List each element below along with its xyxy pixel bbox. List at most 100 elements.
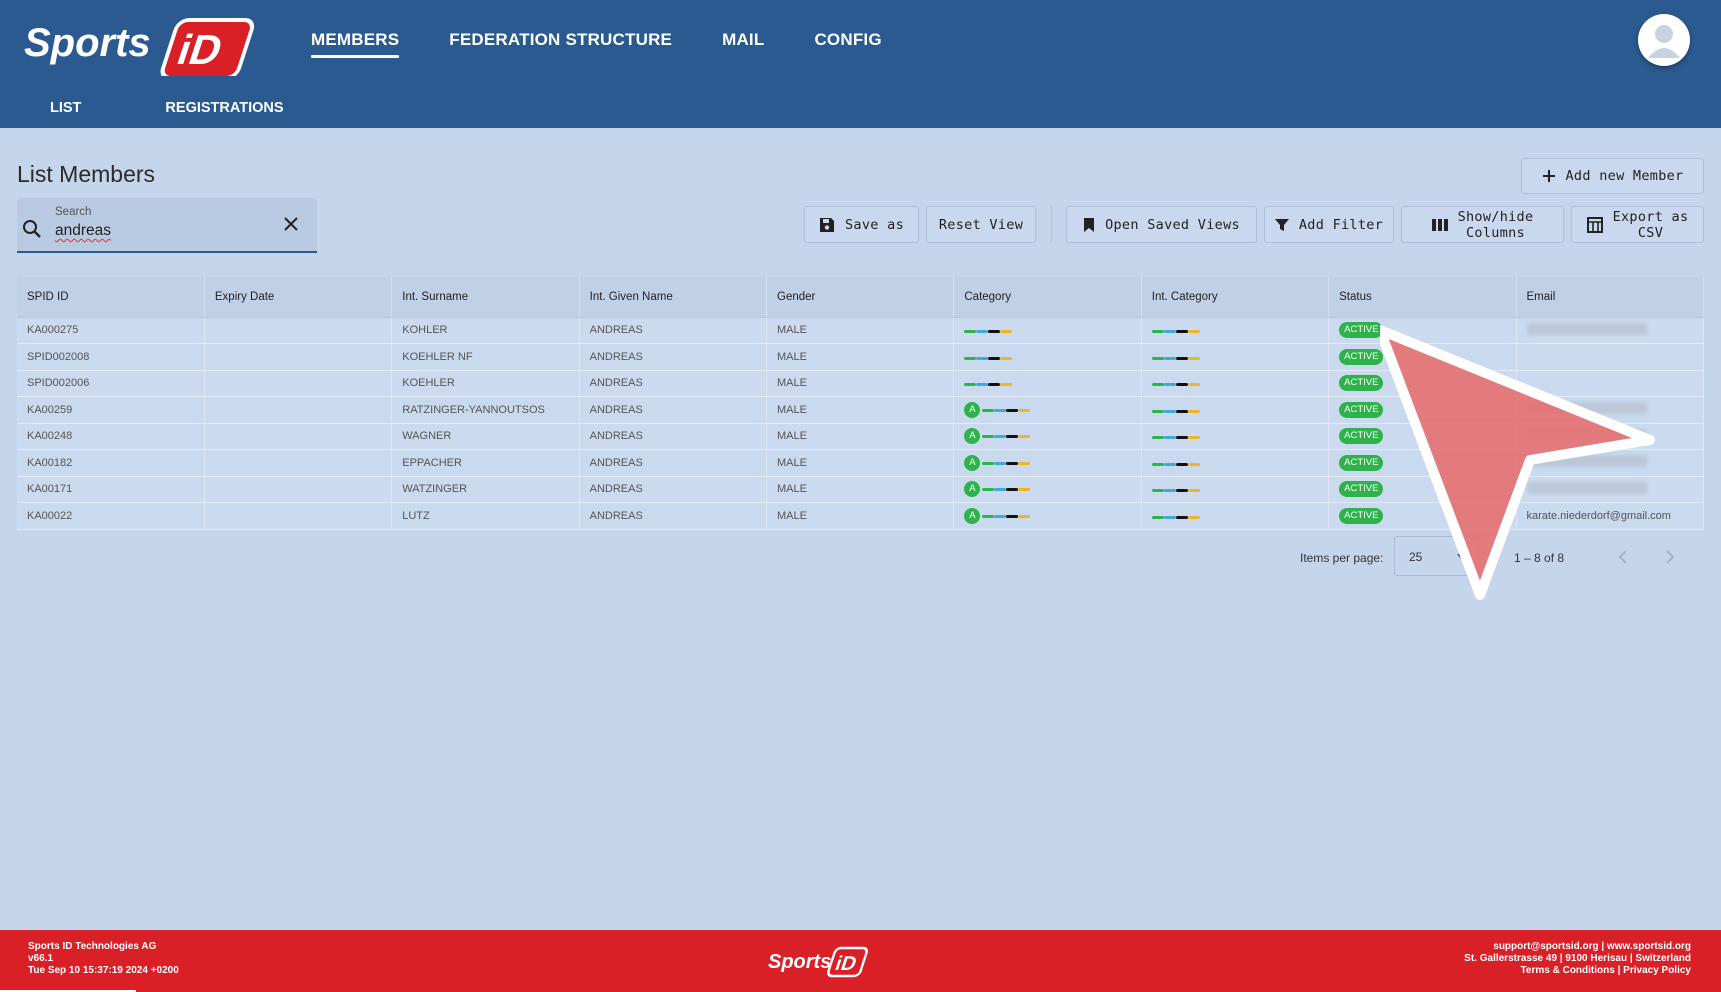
svg-text:iD: iD: [832, 952, 859, 974]
items-per-page-value: 25: [1409, 550, 1423, 564]
col-int-given-name[interactable]: Int. Given Name: [579, 277, 768, 318]
redacted-email: [1526, 402, 1647, 415]
redacted-email: [1526, 455, 1647, 468]
footer-build-date: Tue Sep 10 15:37:19 2024 +0200: [28, 965, 179, 976]
cell-int-surname: EPPACHER: [391, 449, 580, 477]
nav-config[interactable]: CONFIG: [814, 30, 882, 49]
search-input[interactable]: andreas: [55, 222, 112, 239]
cell-spid-id: KA00182: [17, 449, 205, 477]
table-row[interactable]: KA00182 EPPACHER ANDREAS MALE A ACTIVE: [17, 449, 1704, 477]
table-row[interactable]: KA00022 LUTZ ANDREAS MALE A ACTIVE karate.nied…: [17, 502, 1704, 530]
col-email[interactable]: Email: [1516, 277, 1704, 318]
cell-email: [1516, 370, 1704, 397]
save-as-label: Save as: [845, 216, 904, 233]
col-status[interactable]: Status: [1328, 277, 1517, 318]
user-avatar[interactable]: [1638, 14, 1690, 66]
status-badge: ACTIVE: [1339, 428, 1384, 445]
table-header-row: SPID ID Expiry Date Int. Surname Int. Gi…: [17, 277, 1704, 318]
table-row[interactable]: KA00259 RATZINGER-YANNOUTSOS ANDREAS MALE A A…: [17, 396, 1704, 424]
cell-category: A: [953, 396, 1142, 424]
footer-company: Sports ID Technologies AG: [28, 941, 157, 952]
int-category-color-bar: [1151, 409, 1200, 413]
status-badge: ACTIVE: [1339, 507, 1384, 524]
export-csv-button[interactable]: Export as CSV: [1571, 206, 1704, 243]
save-icon: [820, 217, 834, 232]
save-as-button[interactable]: Save as: [804, 206, 919, 243]
previous-page-icon[interactable]: [1618, 550, 1628, 564]
cell-int-category: [1141, 476, 1330, 503]
cell-email: [1516, 343, 1704, 371]
cell-status: ACTIVE: [1328, 449, 1517, 477]
footer-underline: [0, 990, 136, 992]
nav-mail[interactable]: MAIL: [722, 30, 765, 49]
app-footer: Sports ID Technologies AG v66.1 Tue Sep …: [0, 930, 1721, 992]
cell-status: ACTIVE: [1328, 396, 1517, 424]
col-spid-id[interactable]: SPID ID: [17, 277, 205, 318]
table-row[interactable]: KA00171 WATZINGER ANDREAS MALE A ACTIVE: [17, 476, 1704, 503]
clear-search-icon[interactable]: [282, 215, 300, 233]
col-expiry-date[interactable]: Expiry Date: [204, 277, 393, 318]
bookmark-icon: [1084, 217, 1095, 232]
cell-int-surname: KOEHLER NF: [391, 343, 580, 371]
show-hide-columns-label: Show/hide Columns: [1458, 209, 1534, 241]
footer-contact[interactable]: support@sportsid.org | www.sportsid.org: [1493, 941, 1691, 952]
items-per-page-select[interactable]: 25: [1394, 536, 1479, 576]
open-saved-views-label: Open Saved Views: [1105, 216, 1240, 233]
redacted-email: [1526, 481, 1647, 494]
col-int-surname[interactable]: Int. Surname: [391, 277, 580, 318]
user-icon: [1648, 25, 1680, 58]
int-category-color-bar: [1151, 462, 1200, 466]
col-int-category[interactable]: Int. Category: [1141, 277, 1330, 318]
category-color-bar: [964, 330, 1013, 334]
category-color-bar: [964, 356, 1013, 360]
table-row[interactable]: KA000275 KOHLER ANDREAS MALE ACTIVE: [17, 317, 1704, 344]
page-title: List Members: [17, 161, 156, 187]
status-badge: ACTIVE: [1339, 454, 1384, 471]
table-export-icon: [1586, 216, 1603, 233]
cell-spid-id: SPID002008: [17, 343, 205, 371]
footer-version: v66.1: [28, 953, 54, 964]
cell-category: A: [953, 476, 1142, 503]
reset-view-button[interactable]: Reset View: [926, 206, 1036, 243]
status-badge: ACTIVE: [1339, 401, 1384, 418]
nav-members[interactable]: MEMBERS: [311, 30, 400, 58]
table-row[interactable]: SPID002006 KOEHLER ANDREAS MALE ACTIVE: [17, 370, 1704, 397]
footer-links[interactable]: Terms & Conditions | Privacy Policy: [1520, 965, 1691, 976]
cell-gender: MALE: [766, 423, 955, 450]
table-body: KA000275 KOHLER ANDREAS MALE ACTIVE SPID00200…: [17, 317, 1704, 530]
cell-email: [1516, 317, 1704, 344]
cell-email: karate.niederdorf@gmail.com: [1516, 502, 1704, 530]
open-saved-views-button[interactable]: Open Saved Views: [1066, 206, 1257, 243]
cell-gender: MALE: [766, 396, 955, 424]
cell-expiry-date: [204, 449, 393, 477]
category-a-badge: A: [964, 428, 981, 445]
status-badge: ACTIVE: [1339, 322, 1384, 339]
redacted-email: [1526, 322, 1647, 335]
table-row[interactable]: SPID002008 KOEHLER NF ANDREAS MALE ACTIVE: [17, 343, 1704, 371]
search-field[interactable]: Search andreas: [17, 198, 317, 253]
sportsid-logo[interactable]: Sports iD: [22, 10, 258, 80]
main-nav: MEMBERS FEDERATION STRUCTURE MAIL CONFIG: [311, 30, 932, 58]
add-member-label: Add new Member: [1565, 168, 1684, 184]
cell-int-given-name: ANDREAS: [579, 423, 768, 450]
add-member-button[interactable]: Add new Member: [1521, 158, 1704, 194]
cell-gender: MALE: [766, 449, 955, 477]
nav-federation-structure[interactable]: FEDERATION STRUCTURE: [449, 30, 673, 49]
footer-logo[interactable]: Sports iD: [766, 942, 876, 984]
col-category[interactable]: Category: [953, 277, 1142, 318]
cell-expiry-date: [204, 476, 393, 503]
cell-expiry-date: [204, 317, 393, 344]
category-a-badge: A: [964, 481, 981, 498]
subnav-list[interactable]: LIST: [50, 100, 82, 116]
col-gender[interactable]: Gender: [766, 277, 955, 318]
footer-left: Sports ID Technologies AG v66.1 Tue Sep …: [28, 941, 179, 977]
show-hide-columns-button[interactable]: Show/hide Columns: [1401, 206, 1564, 243]
cell-int-surname: RATZINGER-YANNOUTSOS: [391, 396, 580, 424]
add-filter-button[interactable]: Add Filter: [1264, 206, 1394, 243]
category-color-bar: [964, 383, 1013, 387]
cell-status: ACTIVE: [1328, 476, 1517, 503]
cell-email: [1516, 449, 1704, 477]
table-row[interactable]: KA00248 WAGNER ANDREAS MALE A ACTIVE: [17, 423, 1704, 450]
next-page-icon[interactable]: [1665, 550, 1675, 564]
subnav-registrations[interactable]: REGISTRATIONS: [165, 100, 284, 116]
